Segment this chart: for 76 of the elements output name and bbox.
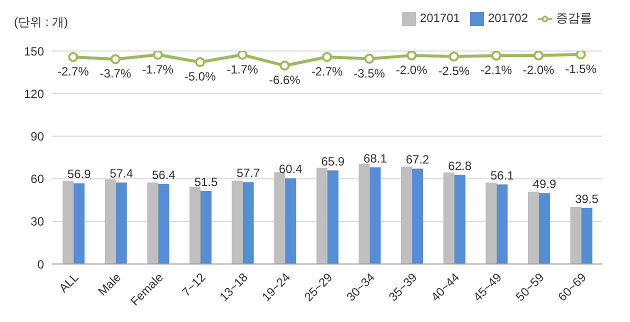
- point: [152, 51, 163, 60]
- legend-label: 201702: [488, 11, 528, 25]
- bar: [116, 182, 127, 264]
- data-label: 56.1: [490, 168, 514, 182]
- data-label: 39.5: [575, 192, 599, 206]
- bar: [327, 170, 338, 264]
- bar: [74, 183, 85, 264]
- bar: [104, 179, 116, 264]
- bar: [570, 207, 582, 264]
- bar: [581, 208, 592, 264]
- data-label: -1.7%: [226, 62, 258, 76]
- y-tick-label: 120: [24, 86, 44, 101]
- data-label: 65.9: [321, 154, 345, 168]
- data-label: -2.7%: [57, 64, 90, 79]
- point: [576, 51, 586, 60]
- bar: [486, 182, 497, 264]
- point: [406, 51, 417, 60]
- data-label: -6.6%: [269, 73, 301, 88]
- point: [448, 52, 459, 62]
- bar: [358, 164, 370, 264]
- data-label: 56.9: [67, 167, 92, 182]
- point: [68, 52, 78, 62]
- bar: [528, 192, 539, 264]
- bar: [200, 190, 212, 264]
- data-label: 49.9: [532, 177, 556, 192]
- y-tick-label: 0: [37, 257, 44, 272]
- bar: [285, 178, 296, 264]
- x-tick-label: ALL: [56, 270, 82, 296]
- data-label: -3.7%: [100, 66, 132, 81]
- bar: [232, 180, 243, 264]
- bar: [316, 168, 328, 264]
- bar: [443, 172, 454, 264]
- legend-label: 증감률: [556, 11, 592, 25]
- point: [110, 54, 120, 64]
- data-label: -1.5%: [565, 62, 597, 76]
- data-label: 67.2: [406, 152, 430, 167]
- bar: [401, 166, 412, 264]
- bar: [454, 174, 466, 264]
- data-label: 56.4: [152, 168, 176, 182]
- point: [280, 60, 290, 71]
- bar: [147, 182, 158, 264]
- data-label: 57.7: [236, 166, 260, 180]
- bar: [496, 184, 508, 264]
- data-label: -1.7%: [142, 62, 174, 76]
- legend-label: 201701: [420, 11, 460, 25]
- point: [195, 57, 206, 68]
- y-axis-title: (단위 : 개): [14, 14, 68, 31]
- point: [491, 51, 502, 61]
- data-label: -2.0%: [396, 62, 428, 77]
- data-label: -2.5%: [438, 64, 470, 78]
- bar: [242, 182, 254, 264]
- data-label: 62.8: [448, 158, 472, 173]
- point: [237, 51, 248, 60]
- point: [364, 54, 374, 64]
- data-label: -2.0%: [522, 62, 555, 77]
- data-label: -3.5%: [354, 66, 386, 80]
- point: [322, 52, 332, 62]
- bar: [190, 187, 200, 264]
- data-label: 57.4: [110, 166, 134, 180]
- bar: [62, 180, 74, 264]
- y-tick-label: 30: [30, 214, 44, 229]
- bar: [538, 193, 550, 264]
- data-label: 68.1: [364, 151, 388, 166]
- data-label: -2.7%: [311, 64, 343, 79]
- data-label: -5.0%: [184, 70, 216, 84]
- point: [534, 51, 544, 60]
- data-label: 60.4: [278, 162, 303, 176]
- bar: [370, 167, 381, 264]
- data-label: 51.5: [194, 174, 218, 189]
- y-tick-label: 150: [24, 44, 44, 58]
- bar: [158, 184, 170, 264]
- data-label: -2.1%: [480, 63, 512, 78]
- y-tick-label: 60: [30, 172, 44, 186]
- bar: [274, 172, 286, 264]
- bar: [412, 168, 424, 264]
- y-tick-label: 90: [30, 129, 44, 144]
